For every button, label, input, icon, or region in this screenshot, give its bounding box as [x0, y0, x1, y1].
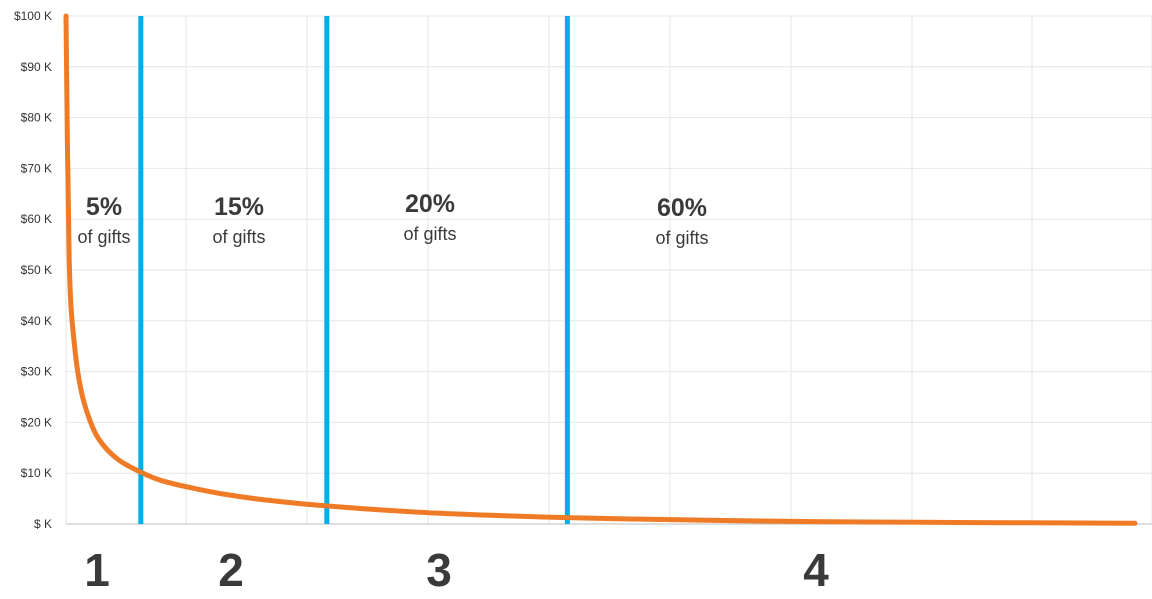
y-tick-label: $70 K [21, 161, 52, 175]
data-point [118, 459, 121, 462]
segment-caption: of gifts [403, 224, 456, 244]
data-point [759, 519, 763, 523]
segment-percent-label: 5% [86, 193, 122, 221]
segment-labels: 5% of gifts 1 15% of gifts 2 20% of gifts 3 60% of… [77, 190, 829, 596]
data-point [812, 520, 816, 524]
y-tick-label: $60 K [21, 212, 52, 226]
segment-percent-label: 15% [214, 193, 264, 221]
data-point [91, 426, 95, 429]
segment-caption: of gifts [655, 228, 708, 248]
data-point [438, 511, 442, 515]
segment-caption: of gifts [77, 227, 130, 247]
data-point [224, 493, 228, 496]
data-point [101, 443, 105, 447]
gridlines [65, 15, 1152, 525]
segment-caption: of gifts [212, 227, 265, 247]
data-point [599, 516, 602, 520]
segment-number: 1 [84, 544, 110, 596]
data-point [64, 14, 68, 18]
segment-number: 4 [803, 544, 829, 596]
data-point [342, 505, 346, 509]
data-point [973, 521, 977, 525]
data-point [1080, 521, 1083, 525]
series-line [63, 13, 1138, 526]
y-tick-label: $50 K [21, 263, 52, 277]
data-point [919, 520, 923, 524]
data-point [705, 518, 709, 522]
data-point [492, 513, 496, 517]
y-axis: $ K $10 K $20 K $30 K $40 K $50 K $60 K $70 K $8… [14, 9, 52, 531]
y-tick-label: $20 K [21, 415, 52, 429]
y-tick-label: $90 K [21, 60, 52, 74]
data-point [80, 393, 84, 396]
y-tick-label: $10 K [21, 466, 52, 480]
data-point [160, 479, 164, 483]
data-point [73, 344, 77, 348]
data-point [139, 470, 143, 474]
data-point [256, 497, 260, 501]
data-point [652, 517, 656, 521]
segment-percent-label: 20% [405, 190, 455, 218]
data-point [299, 502, 303, 506]
segment-dividers [138, 16, 570, 524]
data-point [192, 486, 196, 490]
y-tick-label: $80 K [21, 111, 52, 125]
segment-number: 3 [426, 544, 452, 596]
data-point [545, 515, 549, 519]
data-point [385, 508, 389, 512]
segment-number: 2 [218, 544, 244, 596]
data-point [1026, 521, 1030, 525]
series-layer [63, 13, 1138, 526]
data-point [866, 520, 870, 524]
data-point [67, 258, 71, 262]
y-tick-label: $40 K [21, 314, 52, 328]
data-point [1133, 521, 1137, 525]
y-tick-label: $ K [34, 517, 52, 531]
y-tick-label: $30 K [21, 365, 52, 379]
y-tick-label: $100 K [14, 9, 52, 23]
segment-percent-label: 60% [657, 194, 707, 222]
